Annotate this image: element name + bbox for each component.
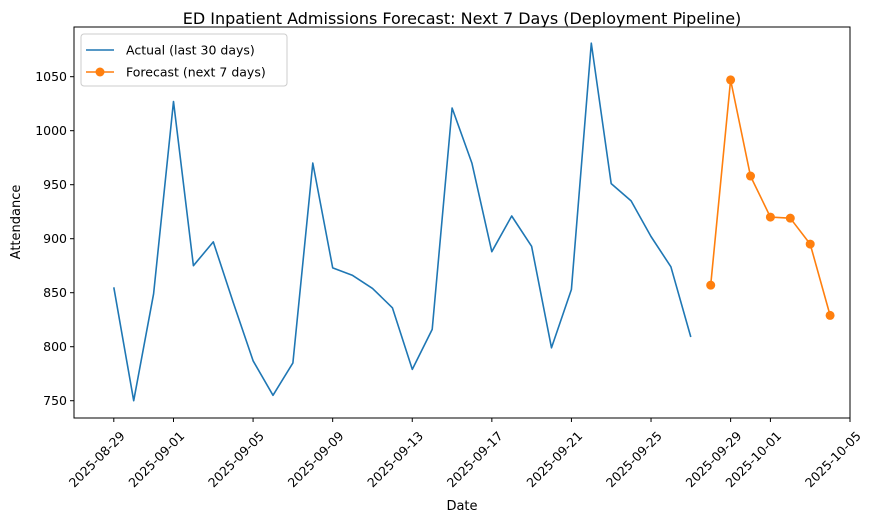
x-tick-label: 2025-08-29 — [66, 428, 128, 490]
legend: Actual (last 30 days) Forecast (next 7 da… — [80, 33, 288, 87]
y-tick-label: 950 — [43, 177, 67, 192]
y-tick-label: 1050 — [35, 69, 67, 84]
plot-area — [113, 42, 835, 402]
forecast-point — [706, 280, 716, 290]
x-tick-label: 2025-09-01 — [125, 428, 187, 490]
legend-box — [80, 33, 288, 87]
forecast-point — [726, 75, 736, 85]
x-axis-label: Date — [446, 499, 477, 514]
forecast-point — [785, 213, 795, 223]
forecast-point — [825, 310, 835, 320]
y-tick-label: 900 — [43, 231, 67, 246]
chart-title: ED Inpatient Admissions Forecast: Next 7… — [183, 9, 742, 28]
legend-label: Forecast (next 7 days) — [126, 65, 266, 80]
forecast-point — [805, 239, 815, 249]
y-axis: 750 800 850 900 950 1000 1050 — [35, 69, 74, 408]
y-tick-label: 1000 — [35, 123, 67, 138]
y-tick-label: 850 — [43, 285, 67, 300]
y-tick-label: 750 — [43, 393, 67, 408]
y-tick-label: 800 — [43, 339, 67, 354]
x-tick-label: 2025-09-13 — [364, 428, 426, 490]
x-tick-label: 2025-09-25 — [603, 428, 665, 490]
legend-marker — [95, 67, 105, 77]
forecast-point — [746, 171, 756, 181]
legend-label: Actual (last 30 days) — [126, 43, 255, 58]
series-line-2 — [709, 79, 831, 316]
x-tick-label: 2025-09-21 — [523, 428, 585, 490]
x-tick-label: 2025-09-09 — [285, 428, 347, 490]
x-tick-label: 2025-10-05 — [802, 428, 864, 490]
y-axis-label: Attendance — [9, 185, 24, 260]
series-line-1 — [113, 42, 692, 402]
x-tick-label: 2025-09-17 — [444, 428, 506, 490]
x-tick-label: 2025-09-05 — [205, 428, 267, 490]
forecast-point — [765, 212, 775, 222]
axes-frame — [73, 26, 851, 419]
